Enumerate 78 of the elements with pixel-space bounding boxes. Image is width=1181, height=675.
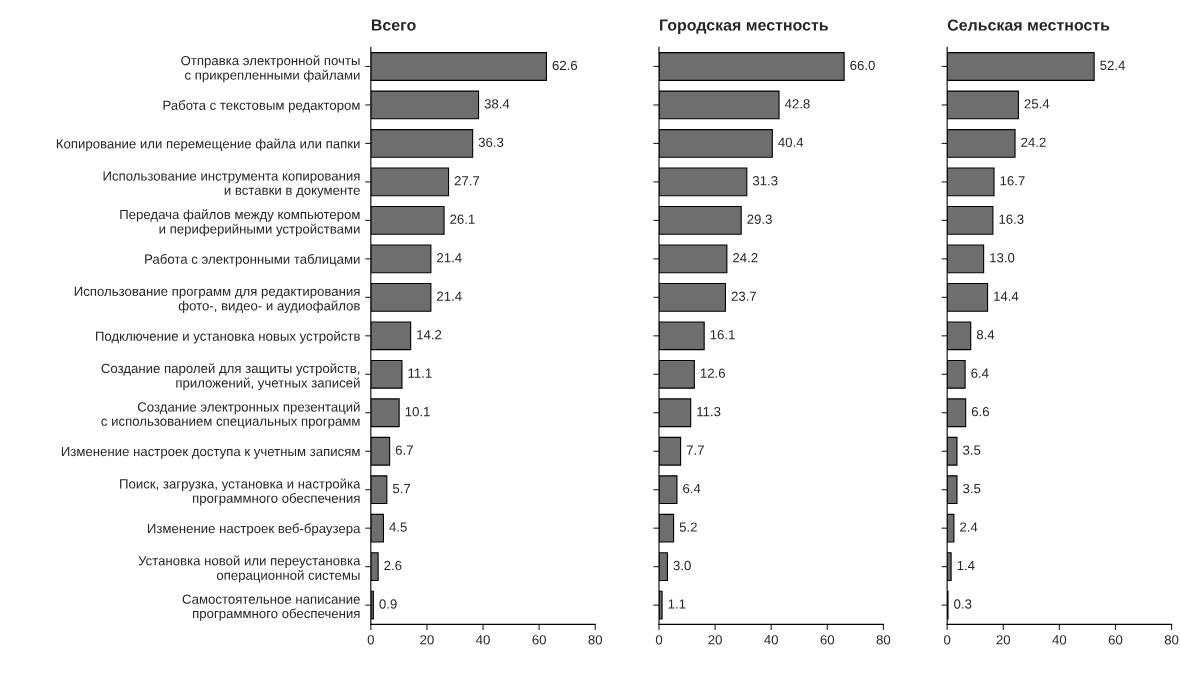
x-tick-label: 60 (1108, 635, 1123, 645)
data-label: 31.3 (752, 176, 778, 186)
data-label: 29.3 (747, 214, 772, 224)
data-label: 1.4 (957, 561, 975, 571)
data-label: 13.0 (990, 253, 1015, 263)
y-tick-label: Изменение настроек веб-браузера (147, 523, 361, 536)
data-label: 25.4 (1024, 99, 1050, 109)
x-tick-label: 60 (820, 635, 835, 645)
data-label: 52.4 (1100, 60, 1125, 71)
data-label: 6.4 (971, 368, 989, 378)
y-tick-label: Подключение и установка новых устройств (95, 330, 360, 344)
data-label: 21.4 (437, 253, 462, 263)
data-label: 26.1 (450, 214, 475, 224)
chart-title: Сельская местность (947, 19, 1110, 31)
y-tick-label: Передача файлов между компьютером и периферийными устройствами (120, 209, 360, 237)
data-label: 11.1 (408, 368, 432, 378)
data-label: 5.2 (679, 522, 697, 532)
data-label: 42.8 (784, 99, 810, 109)
y-tick-label: Работа с электронными таблицами (145, 254, 360, 267)
y-tick-label: Создание паролей для защиты устройств, приложений, учетных записей (101, 363, 360, 391)
chart-title: Городская местность (660, 19, 828, 34)
x-tick-label: 80 (588, 635, 603, 645)
data-label: 7.7 (686, 445, 704, 455)
x-tick-label: 20 (996, 635, 1011, 645)
data-label: 11.3 (697, 406, 721, 417)
data-label: 14.4 (994, 291, 1019, 301)
data-label: 10.1 (405, 406, 430, 417)
data-label: 0.3 (954, 599, 972, 609)
data-label: 24.2 (733, 253, 758, 263)
data-label: 3.5 (963, 445, 981, 455)
data-label: 3.0 (673, 560, 691, 571)
data-label: 27.7 (454, 176, 480, 186)
data-label: 6.7 (395, 445, 413, 455)
x-tick-label: 40 (1052, 635, 1067, 645)
y-tick-label: Использование инструмента копирования и вставки в документе (103, 171, 360, 198)
data-label: 14.2 (417, 330, 442, 340)
data-label: 62.6 (552, 60, 578, 71)
y-tick-label: Установка новой или переустановка операционной системы (138, 555, 361, 583)
y-tick-label: Отправка электронной почты с прикрепленными файлами (181, 55, 360, 83)
data-label: 0.9 (379, 599, 397, 609)
x-tick-label: 20 (420, 635, 434, 645)
x-tick-label: 0 (944, 635, 951, 645)
y-tick-label: Самостоятельное написание программного обеспечения (182, 594, 360, 621)
x-tick-label: 80 (876, 635, 891, 645)
data-label: 2.4 (960, 522, 978, 532)
y-tick-label: Работа с текстовым редактором (163, 100, 360, 113)
y-tick-label: Копирование или перемещение файла или папки (56, 138, 360, 152)
data-label: 8.4 (976, 330, 995, 340)
data-label: 66.0 (850, 60, 875, 71)
data-label: 40.4 (778, 137, 804, 147)
data-label: 16.1 (710, 330, 735, 340)
data-label: 16.7 (1000, 176, 1025, 186)
x-tick-label: 40 (475, 635, 490, 645)
data-label: 21.4 (437, 291, 462, 301)
data-label: 3.5 (963, 483, 981, 494)
data-label: 2.6 (384, 560, 402, 571)
y-tick-label: Использование программ для редактирования фото-, видео- и аудиофайлов (74, 286, 360, 314)
data-label: 5.7 (392, 484, 411, 494)
y-tick-label: Изменение настроек доступа к учетным записям (61, 446, 360, 459)
x-tick-label: 20 (708, 635, 722, 645)
data-label: 6.4 (683, 483, 701, 494)
x-tick-label: 0 (655, 635, 663, 645)
x-tick-label: 0 (367, 635, 374, 645)
data-label: 24.2 (1021, 137, 1046, 147)
data-label: 38.4 (484, 99, 510, 109)
x-tick-label: 60 (532, 635, 546, 645)
x-tick-label: 40 (764, 635, 779, 645)
data-label: 12.6 (700, 368, 725, 378)
data-label: 1.1 (668, 599, 686, 609)
data-label: 16.3 (999, 214, 1024, 224)
data-label: 23.7 (731, 291, 757, 301)
data-label: 4.5 (389, 522, 407, 532)
y-tick-label: Поиск, загрузка, установка и настройка программного обеспечения (120, 478, 361, 506)
x-tick-label: 80 (1164, 635, 1179, 645)
data-label: 6.6 (971, 406, 989, 417)
data-label: 36.3 (478, 137, 504, 147)
y-tick-label: Создание электронных презентаций с использованием специальных программ (101, 401, 360, 429)
chart-title: Всего (371, 19, 416, 31)
